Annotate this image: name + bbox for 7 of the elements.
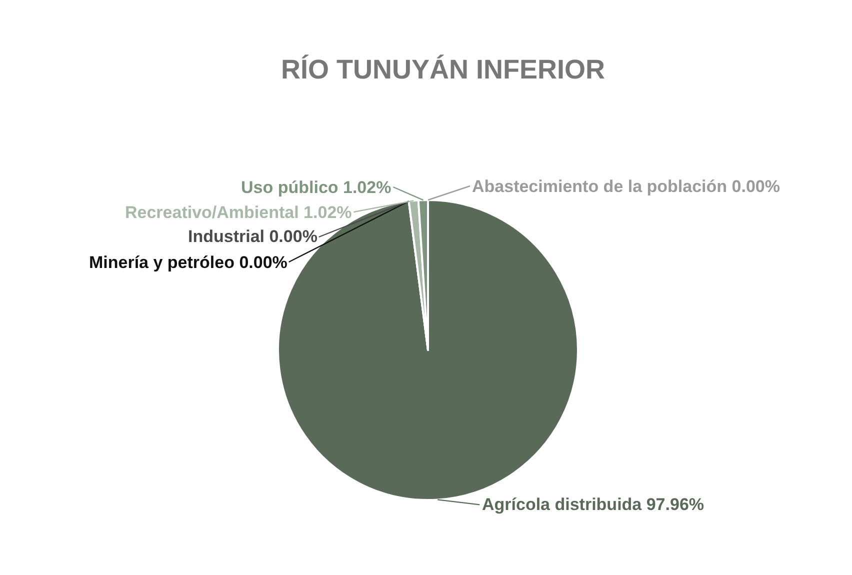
slice-label: Uso público 1.02% (241, 178, 392, 197)
chart-title: RÍO TUNUYÁN INFERIOR (281, 54, 606, 84)
slice-label: Recreativo/Ambiental 1.02% (125, 203, 352, 222)
slice-label: Agrícola distribuida 97.96% (482, 495, 704, 514)
category-label: Minería y petróleo 0.00% (89, 253, 288, 272)
category-label: Industrial 0.00% (188, 227, 318, 246)
legend-label: Abastecimiento de la población 0.00% (472, 177, 780, 196)
